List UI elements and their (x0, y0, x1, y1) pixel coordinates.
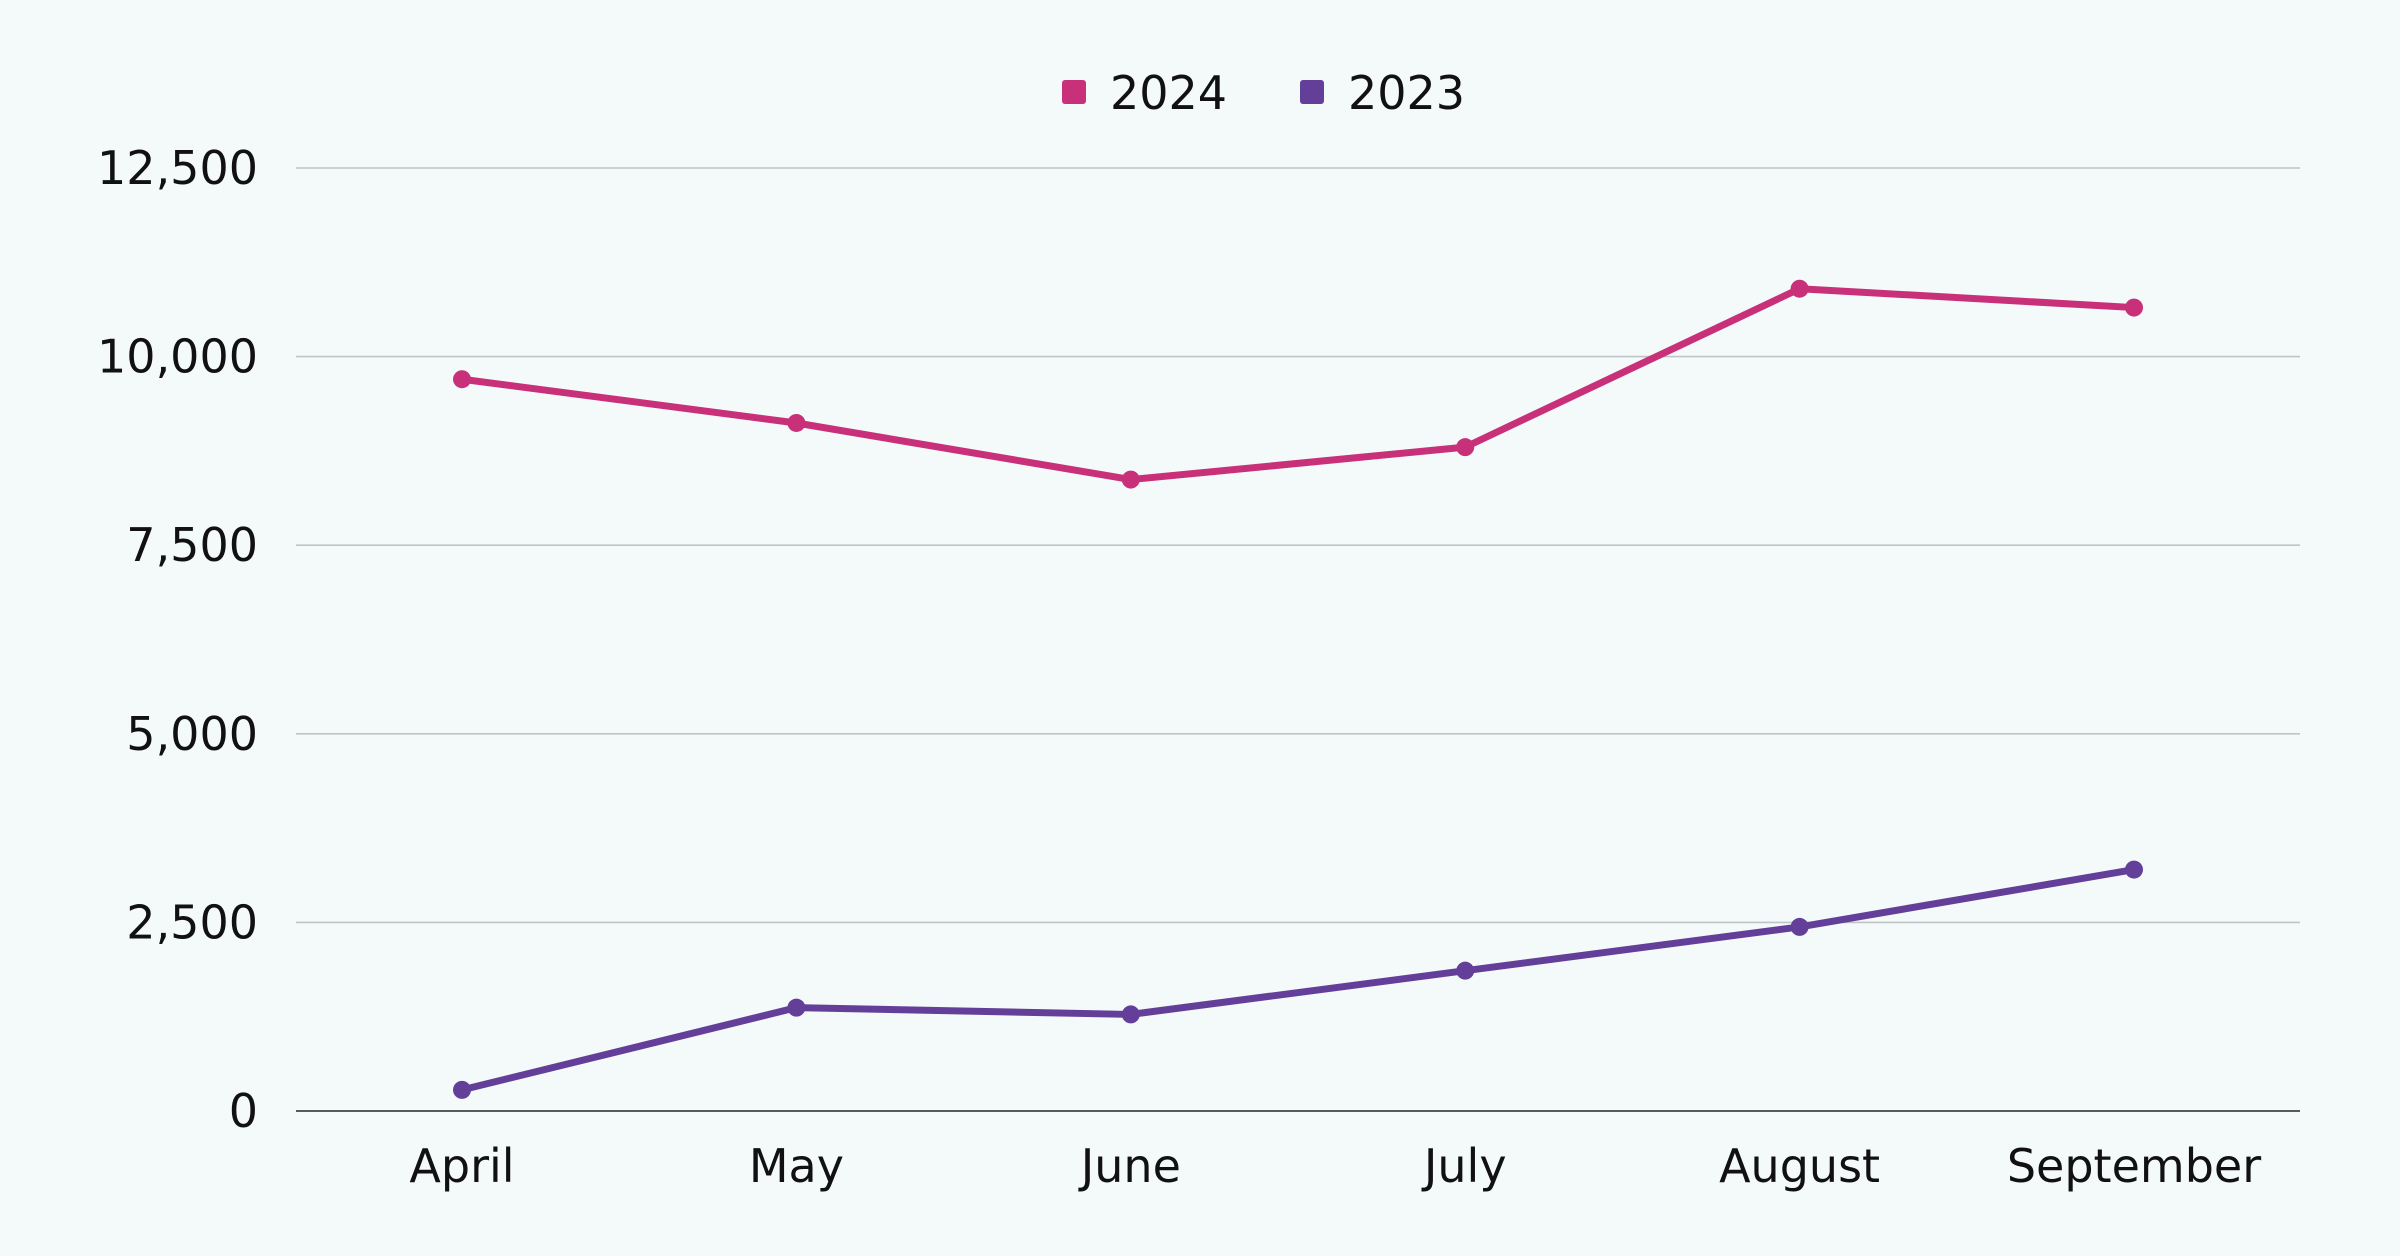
y-tick-label: 12,500 (97, 141, 258, 195)
y-tick-label: 2,500 (126, 895, 258, 949)
y-tick-label: 5,000 (126, 707, 258, 761)
x-tick-label: April (409, 1139, 514, 1193)
y-tick-label: 10,000 (97, 330, 258, 384)
x-axis-ticks: April May June July August September (409, 1139, 2261, 1193)
data-point-2024 (1121, 470, 1140, 489)
series-line-2024 (458, 285, 2138, 484)
x-tick-label: July (1421, 1139, 1507, 1193)
x-tick-label: May (749, 1139, 844, 1193)
data-point-2024 (1790, 279, 1809, 298)
series-line-2023 (458, 866, 2138, 1094)
series-lines (453, 279, 2143, 1099)
y-tick-label: 0 (229, 1084, 258, 1138)
legend-swatch-2023 (1300, 80, 1324, 104)
data-point-2023 (2125, 860, 2143, 879)
data-point-2024 (787, 413, 806, 432)
legend-label-2023: 2023 (1348, 66, 1465, 120)
data-point-2023 (787, 998, 806, 1017)
data-point-2023 (453, 1080, 471, 1099)
x-tick-label: September (2007, 1139, 2261, 1193)
data-point-2023 (1121, 1005, 1140, 1024)
x-tick-label: June (1078, 1139, 1181, 1193)
data-point-2024 (2125, 298, 2143, 317)
data-point-2023 (1456, 961, 1475, 980)
legend-label-2024: 2024 (1110, 66, 1227, 120)
gridlines (296, 167, 2300, 1112)
y-tick-label: 7,500 (126, 518, 258, 572)
legend: 2024 2023 (1062, 66, 1465, 120)
x-tick-label: August (1719, 1139, 1880, 1193)
data-point-2023 (1790, 917, 1809, 936)
data-point-2024 (453, 370, 471, 389)
y-axis-ticks: 0 2,500 5,000 7,500 10,000 12,500 (97, 141, 258, 1138)
legend-swatch-2024 (1062, 80, 1086, 104)
data-point-2024 (1456, 438, 1475, 457)
